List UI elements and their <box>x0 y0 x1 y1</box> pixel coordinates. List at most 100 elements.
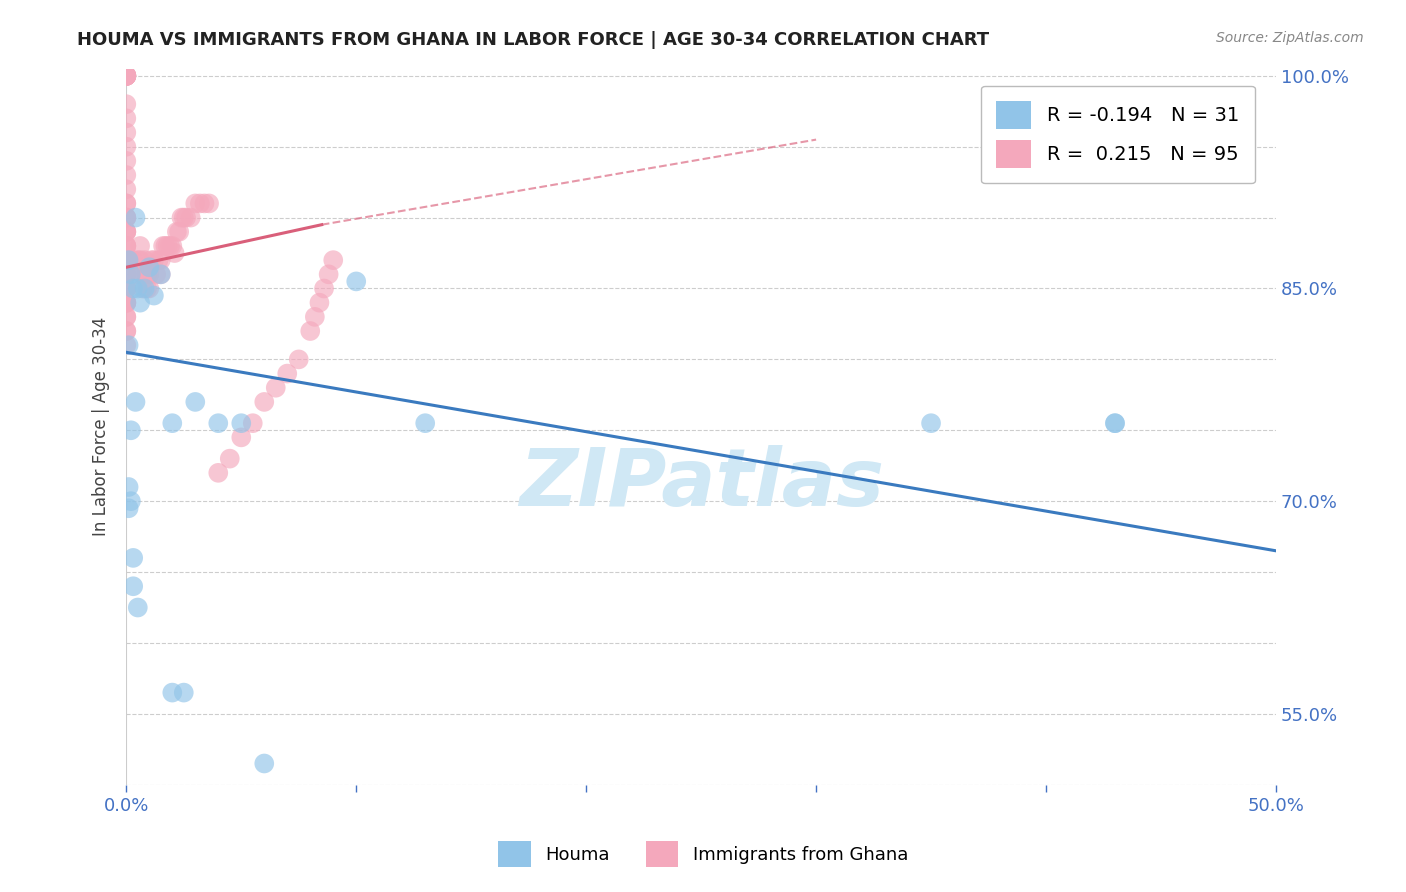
Text: ZIPatlas: ZIPatlas <box>519 445 883 523</box>
Point <box>124 211 146 225</box>
Point <box>115 112 138 126</box>
Point <box>1104 416 1126 430</box>
Point <box>115 253 138 268</box>
Point <box>120 268 142 282</box>
Point <box>253 395 276 409</box>
Legend: R = -0.194   N = 31, R =  0.215   N = 95: R = -0.194 N = 31, R = 0.215 N = 95 <box>981 86 1254 184</box>
Point <box>180 211 202 225</box>
Point <box>142 288 165 302</box>
Point <box>1104 416 1126 430</box>
Point <box>138 268 160 282</box>
Point <box>276 367 298 381</box>
Point <box>115 69 138 83</box>
Point <box>198 196 221 211</box>
Y-axis label: In Labor Force | Age 30-34: In Labor Force | Age 30-34 <box>93 318 110 536</box>
Point <box>115 153 138 168</box>
Point <box>122 579 145 593</box>
Point <box>136 281 159 295</box>
Point <box>120 423 142 437</box>
Text: HOUMA VS IMMIGRANTS FROM GHANA IN LABOR FORCE | AGE 30-34 CORRELATION CHART: HOUMA VS IMMIGRANTS FROM GHANA IN LABOR … <box>77 31 990 49</box>
Point <box>117 501 139 516</box>
Point <box>117 338 139 352</box>
Point <box>184 395 207 409</box>
Point <box>115 196 138 211</box>
Point <box>115 239 138 253</box>
Point <box>120 494 142 508</box>
Point <box>115 281 138 295</box>
Point <box>242 416 264 430</box>
Point <box>115 225 138 239</box>
Point <box>344 274 367 288</box>
Point <box>115 69 138 83</box>
Point <box>115 268 138 282</box>
Point <box>115 268 138 282</box>
Point <box>138 260 160 275</box>
Point <box>115 295 138 310</box>
Text: Source: ZipAtlas.com: Source: ZipAtlas.com <box>1216 31 1364 45</box>
Point <box>115 310 138 324</box>
Point <box>322 253 344 268</box>
Point <box>115 69 138 83</box>
Point <box>207 466 229 480</box>
Point <box>149 253 172 268</box>
Point <box>129 239 152 253</box>
Point <box>115 295 138 310</box>
Point <box>167 225 190 239</box>
Point <box>162 239 184 253</box>
Point <box>122 253 145 268</box>
Point <box>115 239 138 253</box>
Point <box>115 139 138 153</box>
Point <box>193 196 215 211</box>
Point <box>253 756 276 771</box>
Point <box>127 253 149 268</box>
Point <box>115 126 138 140</box>
Point <box>159 239 181 253</box>
Point <box>184 196 207 211</box>
Point <box>136 268 159 282</box>
Point <box>129 253 152 268</box>
Point <box>115 69 138 83</box>
Point <box>115 211 138 225</box>
Point <box>142 253 165 268</box>
Point <box>115 69 138 83</box>
Point <box>115 225 138 239</box>
Point <box>122 550 145 565</box>
Point <box>115 253 138 268</box>
Point <box>117 253 139 268</box>
Point <box>134 281 156 295</box>
Point <box>188 196 211 211</box>
Point <box>231 430 253 444</box>
Point <box>231 416 253 430</box>
Point <box>173 685 195 699</box>
Point <box>173 211 195 225</box>
Point <box>115 281 138 295</box>
Point <box>115 69 138 83</box>
Point <box>170 211 193 225</box>
Point <box>115 295 138 310</box>
Point <box>115 268 138 282</box>
Point <box>166 225 188 239</box>
Point <box>218 451 240 466</box>
Point <box>129 295 152 310</box>
Point <box>115 253 138 268</box>
Point <box>115 295 138 310</box>
Point <box>115 97 138 112</box>
Point <box>299 324 322 338</box>
Point <box>207 416 229 430</box>
Point <box>115 168 138 182</box>
Point <box>115 211 138 225</box>
Point <box>127 281 149 295</box>
Point <box>131 268 153 282</box>
Point <box>122 281 145 295</box>
Point <box>134 268 156 282</box>
Point <box>117 480 139 494</box>
Point <box>115 196 138 211</box>
Point <box>920 416 942 430</box>
Point <box>115 239 138 253</box>
Point <box>287 352 309 367</box>
Point <box>115 211 138 225</box>
Legend: Houma, Immigrants from Ghana: Houma, Immigrants from Ghana <box>491 834 915 874</box>
Point <box>308 295 330 310</box>
Point <box>115 281 138 295</box>
Point <box>115 69 138 83</box>
